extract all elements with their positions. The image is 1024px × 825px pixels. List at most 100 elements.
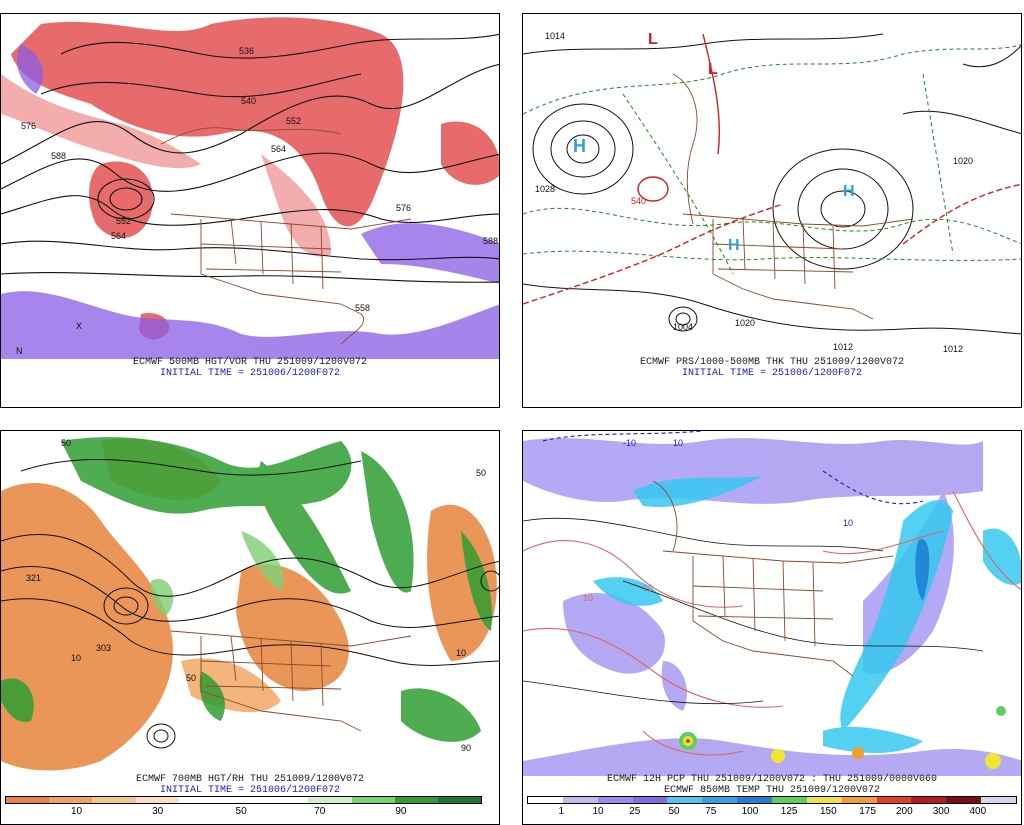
colorbar-swatch (806, 797, 842, 803)
high-pressure-symbol: H (843, 183, 855, 200)
contour-label: 1028 (535, 184, 555, 194)
contour-label: 552 (116, 216, 131, 226)
panel-700mb-height-rh: 321 303 10 50 50 10 50 90 ECMWF 700MB HG… (0, 430, 500, 825)
contour-label: 50 (476, 468, 486, 478)
contour-label: 536 (239, 46, 254, 56)
colorbar-tick-label: 10 (592, 806, 604, 817)
contour-label: 10 (673, 438, 683, 448)
contour-label: 10 (643, 583, 653, 593)
colorbar-swatch (135, 797, 179, 803)
panel-500mb-height-vorticity: 576 588 552 564 540 552 564 576 536 588 … (0, 13, 500, 408)
colorbar-swatch (841, 797, 877, 803)
colorbar-tick-label: 150 (820, 806, 837, 817)
colorbar-swatch (562, 797, 598, 803)
panel-caption-subtitle: ECMWF 850MB TEMP THU 251009/1200V072 (663, 785, 881, 796)
colorbar-swatch (876, 797, 912, 803)
colorbar-swatch (737, 797, 773, 803)
contour-label: 1014 (545, 31, 565, 41)
contour-label: 50 (61, 438, 71, 448)
colorbar-swatch (221, 797, 266, 803)
colorbar-swatch (49, 797, 93, 803)
contour-label: -10 (623, 438, 636, 448)
colorbar-swatch (92, 797, 136, 803)
colorbar-tick-label: 90 (395, 806, 407, 817)
colorbar-tick-label: 25 (629, 806, 641, 817)
contour-label: 540 (631, 196, 646, 206)
contour-label: 321 (26, 573, 41, 583)
contour-label: 552 (286, 116, 301, 126)
contour-label: 1020 (735, 318, 755, 328)
contour-label: N (16, 346, 23, 356)
map-700mb-rh: 321 303 10 50 50 10 50 90 (1, 431, 499, 776)
panel-caption-title: ECMWF 500MB HGT/VOR THU 251009/1200V072 (132, 357, 368, 368)
contour-label: 576 (21, 121, 36, 131)
contour-label: 50 (186, 673, 196, 683)
colorbar-tick-label: 70 (314, 806, 326, 817)
colorbar-swatch (946, 797, 982, 803)
high-pressure-symbol: H (573, 136, 586, 156)
contour-label: 90 (461, 743, 471, 753)
map-pressure-thickness: H H H L L 1014 1020 1028 540 1004 1012 1… (523, 14, 1021, 359)
colorbar-swatch (528, 797, 563, 803)
contour-label: 10 (843, 518, 853, 528)
contour-label: 564 (111, 231, 126, 241)
colorbar-tick-label: 300 (932, 806, 950, 817)
low-pressure-symbol: L (708, 61, 718, 78)
contour-label: 558 (355, 303, 370, 313)
panel-caption-title: ECMWF PRS/1000-500MB THK THU 251009/1200… (639, 357, 905, 368)
colorbar-swatch (351, 797, 395, 803)
precip-colorbar-ticks: 1 10 25 50 75 100 125 150 175 200 300 400 (527, 806, 1017, 818)
colorbar-swatch (702, 797, 738, 803)
contour-label: X (76, 321, 82, 331)
colorbar-swatch (6, 797, 50, 803)
panel-caption-title: ECMWF 12H PCP THU 251009/1200V072 : THU … (606, 774, 938, 785)
contour-label: 10 (583, 593, 593, 603)
colorbar-swatch (632, 797, 668, 803)
contour-label: 303 (96, 643, 111, 653)
colorbar-swatch (178, 797, 222, 803)
colorbar-swatch (308, 797, 352, 803)
colorbar-tick-label: 1 (558, 806, 565, 817)
colorbar-tick-label: 200 (895, 806, 913, 817)
colorbar-swatch (394, 797, 438, 803)
colorbar-swatch (437, 797, 482, 803)
map-precip-temp: 10 10 10 10 -10 (523, 431, 1021, 776)
colorbar-tick-label: 125 (780, 806, 798, 817)
rh-colorbar (5, 796, 482, 804)
colorbar-swatch (772, 797, 807, 803)
contour-label: 540 (241, 96, 256, 106)
contour-label: 564 (271, 144, 286, 154)
contour-label: 10 (456, 648, 466, 658)
colorbar-tick-label: 10 (70, 806, 83, 817)
colorbar-tick-label: 30 (152, 806, 164, 817)
contour-label: 1012 (833, 342, 853, 352)
colorbar-tick-label: 100 (741, 806, 759, 817)
colorbar-swatch (597, 797, 633, 803)
contour-label: 576 (396, 203, 411, 213)
colorbar-swatch (911, 797, 947, 803)
panel-pressure-thickness: H H H L L 1014 1020 1028 540 1004 1012 1… (522, 13, 1022, 408)
colorbar-tick-label: 400 (969, 806, 987, 817)
panel-caption-init-time: INITIAL TIME = 251006/1200F072 (681, 368, 863, 379)
contour-label: 1004 (673, 322, 693, 332)
contour-label: 1020 (953, 156, 973, 166)
precip-colorbar (527, 796, 1017, 804)
panel-caption-init-time: INITIAL TIME = 251006/1200F072 (159, 368, 341, 379)
colorbar-tick-label: 175 (859, 806, 876, 817)
panel-caption-title: ECMWF 700MB HGT/RH THU 251009/1200V072 (135, 774, 365, 785)
contour-label: 1012 (943, 344, 963, 354)
contour-label: 588 (483, 236, 498, 246)
map-500mb-vorticity: 576 588 552 564 540 552 564 576 536 588 … (1, 14, 499, 359)
panel-caption-init-time: INITIAL TIME = 251006/1200F072 (159, 785, 341, 796)
low-pressure-symbol: L (648, 31, 658, 48)
colorbar-swatch (981, 797, 1017, 803)
colorbar-swatch (667, 797, 703, 803)
contour-label: 10 (71, 653, 81, 663)
colorbar-tick-label: 75 (705, 806, 717, 817)
colorbar-tick-label: 50 (668, 806, 680, 817)
contour-label: 588 (51, 151, 66, 161)
rh-colorbar-ticks: 10 30 50 70 90 (5, 806, 482, 818)
high-pressure-symbol: H (728, 237, 740, 254)
panel-precip-850mb-temp: 10 10 10 10 -10 ECMWF 12H PCP THU 251009… (522, 430, 1022, 825)
colorbar-swatch (265, 797, 309, 803)
